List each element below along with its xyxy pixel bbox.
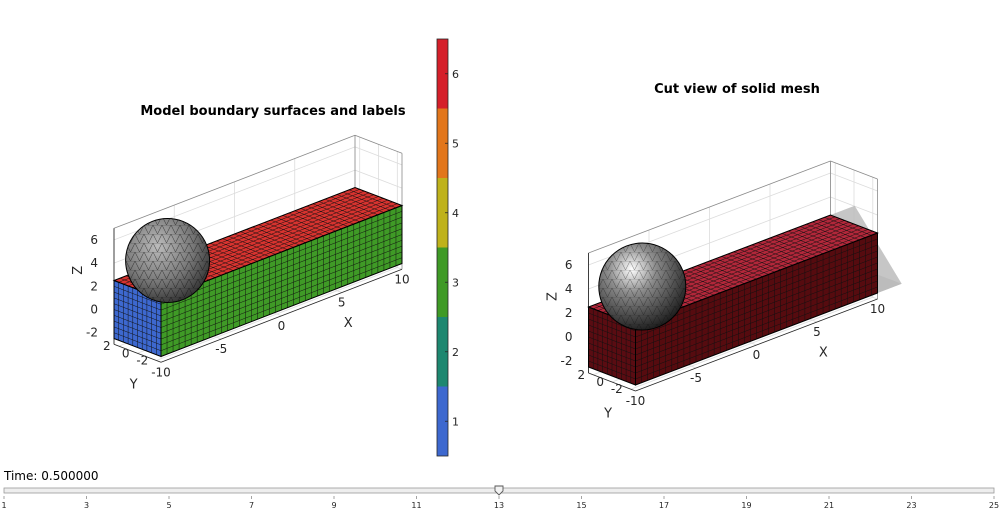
slider-tick-label: 21 <box>824 501 834 510</box>
z-tick-label: 2 <box>565 306 573 320</box>
z-axis-label: Z <box>71 266 86 275</box>
y-tick-label: 0 <box>596 375 604 389</box>
x-tick-label: 10 <box>870 302 885 316</box>
slider-tick-label: 25 <box>989 501 999 510</box>
y-tick-label: -2 <box>611 382 623 396</box>
colorbar-segment <box>437 178 448 248</box>
colorbar-segment <box>437 39 448 109</box>
x-tick-label: 0 <box>278 319 286 333</box>
z-tick-label: -2 <box>86 326 98 340</box>
x-tick-label: 10 <box>394 272 409 286</box>
z-tick-label: 0 <box>565 330 573 344</box>
colorbar-frame <box>436 38 449 457</box>
z-tick-label: 4 <box>90 256 98 270</box>
x-tick-label: -5 <box>215 342 227 356</box>
x-axis-label: X <box>344 316 353 331</box>
y-tick-label: 0 <box>122 346 130 360</box>
chart-title: Cut view of solid mesh <box>654 82 820 97</box>
y-axis-label: Y <box>603 406 612 421</box>
chart-title: Model boundary surfaces and labels <box>140 104 405 119</box>
x-tick-label: -10 <box>151 365 171 379</box>
y-axis-label: Y <box>129 378 138 393</box>
slider-tick-label: 15 <box>576 501 586 510</box>
colorbar-segment <box>437 386 448 456</box>
y-tick-label: 2 <box>578 368 586 382</box>
colorbar-tick-label: 3 <box>452 276 459 289</box>
x-tick-label: 0 <box>753 348 761 362</box>
slider-tick-label: 11 <box>411 501 421 510</box>
slider-thumb[interactable] <box>494 485 504 496</box>
time-slider[interactable]: 1 3 5 7 9 11 13 15 17 19 21 23 25 <box>1 485 999 510</box>
slider-tick-label: 19 <box>741 501 751 510</box>
z-tick-label: -2 <box>561 354 573 368</box>
colorbar[interactable]: 1 2 3 4 5 6 <box>436 38 459 457</box>
z-tick-label: 6 <box>565 258 573 272</box>
sphere-triangulation <box>598 243 686 330</box>
colorbar-tick-label: 4 <box>452 207 459 220</box>
colorbar-tick-label: 1 <box>452 415 459 428</box>
y-tick-label: 2 <box>103 339 111 353</box>
x-axis-label: X <box>819 346 828 361</box>
x-tick-label: 5 <box>813 325 821 339</box>
slider-tick-label: 13 <box>494 501 504 510</box>
slider-tick-label: 1 <box>1 501 6 510</box>
slider-tick-label: 23 <box>906 501 916 510</box>
z-tick-label: 0 <box>90 303 98 317</box>
z-tick-label: 2 <box>90 279 98 293</box>
time-readout: Time: 0.500000 <box>4 469 99 483</box>
z-tick-label: 6 <box>90 233 98 247</box>
z-tick-label: 4 <box>565 282 573 296</box>
slider-tick-label: 5 <box>166 501 171 510</box>
time-label-text: Time: <box>4 469 38 483</box>
sphere-triangulation <box>125 218 210 303</box>
colorbar-tick-label: 2 <box>452 346 459 359</box>
solid-mesh-lines <box>587 214 879 386</box>
time-value: 0.500000 <box>41 469 99 483</box>
colorbar-segment <box>437 247 448 317</box>
slider-tick-label: 9 <box>331 501 336 510</box>
x-tick-label: -5 <box>690 371 702 385</box>
colorbar-tick-label: 6 <box>452 68 459 81</box>
x-tick-label: 5 <box>338 296 346 310</box>
z-axis-label: Z <box>546 292 561 301</box>
colorbar-tick-label: 5 <box>452 137 459 150</box>
colorbar-segment <box>437 317 448 387</box>
slider-tick-label: 17 <box>659 501 669 510</box>
y-tick-label: -2 <box>136 354 148 368</box>
slider-tick-label: 3 <box>84 501 89 510</box>
colorbar-segment <box>437 108 448 178</box>
slider-tick-labels: 1 3 5 7 9 11 13 15 17 19 21 23 25 <box>1 496 999 510</box>
x-tick-label: -10 <box>626 394 646 408</box>
slider-tick-label: 7 <box>249 501 254 510</box>
